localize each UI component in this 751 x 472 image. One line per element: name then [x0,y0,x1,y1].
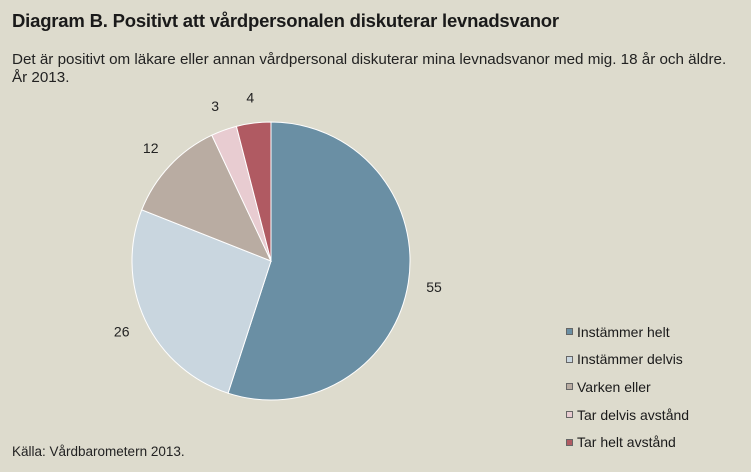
chart-subtitle: Det är positivt om läkare eller annan vå… [12,51,727,86]
slice-value-label: 55 [426,279,442,295]
legend-swatch [566,328,573,336]
slice-value-label: 26 [114,323,130,339]
legend-item: Instämmer helt [566,318,689,346]
source-note: Källa: Vårdbarometern 2013. [12,444,185,459]
pie-slice [235,121,272,262]
legend-item: Varken eller [566,373,689,401]
legend-label: Instämmer delvis [577,351,683,368]
pie-slice [131,209,272,394]
slice-value-label: 3 [211,98,219,114]
legend-label: Instämmer helt [577,323,670,340]
legend-label: Varken eller [577,378,651,395]
legend-item: Tar helt avstånd [566,428,689,456]
legend-item: Tar delvis avstånd [566,401,689,429]
legend-swatch [566,438,573,446]
pie-slice [141,134,272,262]
legend-item: Instämmer delvis [566,346,689,374]
legend-swatch [566,355,573,363]
slice-value-label: 12 [143,140,159,156]
legend: Instämmer helt Instämmer delvis Varken ell… [566,318,689,456]
legend-swatch [566,383,573,391]
pie-slice [227,121,411,401]
legend-label: Tar helt avstånd [577,434,676,451]
legend-label: Tar delvis avstånd [577,406,690,423]
legend-swatch [566,411,573,419]
slice-value-label: 4 [246,89,254,105]
chart-title: Diagram B. Positivt att vårdpersonalen d… [12,10,559,31]
